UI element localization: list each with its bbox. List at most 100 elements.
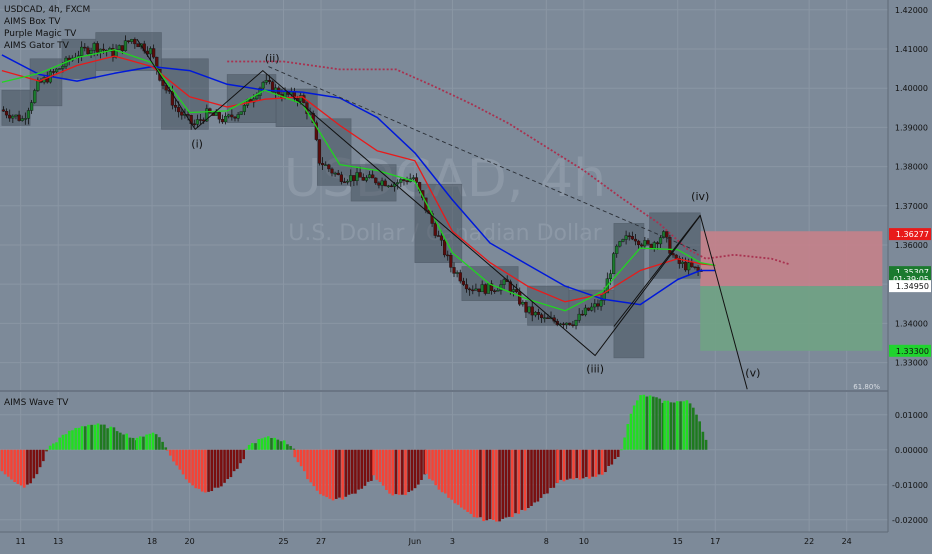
wave-histogram-bar-88 (273, 437, 276, 450)
indicator-aims-wave[interactable]: AIMS Wave TV (4, 398, 69, 408)
wave-histogram-bar-214 (666, 400, 670, 450)
wave-histogram-bar-50 (154, 434, 158, 450)
wave-histogram-bar-138 (428, 449, 431, 479)
wave-histogram-bar-198 (616, 449, 620, 457)
wave-histogram-bar-11 (35, 449, 39, 475)
candle-body-109 (342, 181, 347, 183)
candle-body-200 (627, 235, 631, 237)
candle-body-201 (630, 236, 634, 240)
candle-body-217 (680, 261, 685, 264)
wave-histogram-bar-215 (669, 402, 673, 450)
candle-body-152 (477, 288, 481, 293)
wave-histogram-bar-158 (491, 449, 495, 520)
wave-histogram-bar-130 (404, 449, 407, 496)
wave-histogram-bar-101 (312, 449, 316, 487)
wave-histogram-bar-167 (520, 449, 524, 510)
time-axis[interactable]: 11 13 18 20 25 27 Jun 3 8 10 15 17 22 24 (0, 531, 888, 546)
price-tag-bg-0 (889, 228, 931, 241)
wave-histogram-bar-75 (232, 449, 236, 472)
wave-histogram-bar-120 (372, 449, 375, 476)
candle-body-189 (593, 303, 597, 308)
wave-histogram-bar-125 (388, 449, 391, 494)
candle-body-148 (464, 284, 469, 290)
wave-histogram-bar-7 (22, 449, 26, 488)
candle-body-150 (471, 289, 475, 292)
candle-body-180 (565, 322, 569, 325)
wave-histogram-bar-87 (270, 438, 273, 450)
wave-histogram-bar-144 (447, 449, 450, 498)
wave-histogram-bar-197 (613, 449, 617, 460)
candle-body-173 (543, 317, 547, 319)
wave-histogram-bar-134 (416, 449, 420, 485)
candle-body-69 (217, 112, 221, 120)
wave-histogram-bar-118 (366, 449, 370, 482)
wave-histogram-bar-114 (354, 449, 357, 494)
time-tick-label-11: 17 (710, 537, 720, 546)
wave-histogram-bar-141 (437, 449, 441, 490)
candle-body-61 (192, 123, 196, 125)
wave-histogram-bar-95 (293, 449, 297, 458)
wave-histogram-bar-19 (58, 437, 62, 450)
wave-histogram-bar-103 (318, 449, 322, 495)
wave-histogram-bar-195 (607, 449, 610, 466)
candle-body-182 (571, 324, 575, 326)
wave-histogram-bar-194 (604, 449, 607, 473)
wave-histogram-bar-68 (210, 449, 214, 492)
wave-histogram-bar-82 (254, 443, 257, 450)
wave-histogram-bar-205 (639, 395, 642, 450)
risk-zones-layer (700, 231, 883, 351)
wave-histogram-bar-148 (459, 449, 463, 508)
wave-histogram-bar-208 (648, 395, 652, 450)
purple-magic-line (227, 60, 791, 266)
wave-histogram-bar-17 (52, 443, 55, 450)
candle-body-156 (489, 283, 494, 291)
wave-histogram-bar-6 (19, 449, 23, 486)
wave-histogram-bar-177 (552, 449, 556, 488)
candle-body-11 (36, 79, 40, 91)
wave-histogram-bar-218 (679, 401, 682, 450)
candle-body-19 (61, 66, 65, 69)
wave-histogram-bar-53 (164, 447, 168, 450)
price-tick-label-2: 1.40000 (895, 84, 928, 93)
price-tag-label-2: 01:39:05 (893, 275, 929, 284)
wave-histogram-bar-46 (142, 436, 145, 450)
candle-body-165 (518, 291, 522, 305)
symbol-title[interactable]: USDCAD, 4h, FXCM (4, 5, 90, 15)
price-tick-label-5: 1.37000 (895, 202, 928, 211)
candle-body-218 (683, 261, 688, 271)
wave-histogram-bar-13 (42, 449, 45, 462)
wave-histogram-bar-153 (475, 449, 479, 518)
candle-body-194 (608, 273, 613, 279)
candle-body-146 (458, 272, 462, 282)
time-tick-label-0: 11 (16, 537, 26, 546)
candle-body-222 (696, 267, 700, 271)
panel-divider[interactable] (0, 390, 932, 392)
candle-body-1 (4, 111, 9, 116)
candle-body-16 (51, 71, 56, 73)
candle-body-102 (320, 163, 325, 166)
wave-histogram-bar-41 (128, 437, 132, 450)
price-tag-label-1: 1.35307 (896, 268, 929, 277)
indicator-purple-magic[interactable]: Purple Magic TV (4, 29, 77, 39)
wave-label-0: (i) (191, 137, 203, 150)
indicator-aims-box[interactable]: AIMS Box TV (4, 17, 61, 27)
candle-body-85 (267, 80, 272, 82)
wave-histogram-bar-119 (370, 449, 373, 481)
price-tick-label-3: 1.39000 (895, 123, 928, 132)
wave-label-4: (v) (745, 367, 760, 380)
candle-body-140 (439, 235, 444, 241)
candle-body-36 (114, 49, 118, 58)
candle-body-164 (514, 289, 519, 292)
wave-histogram-bar-77 (239, 449, 242, 464)
wave-histogram-bar-179 (556, 449, 559, 483)
wave-histogram-bar-76 (236, 449, 239, 469)
indicator-aims-gator[interactable]: AIMS Gator TV (4, 41, 70, 51)
wave-histogram-bar-8 (26, 449, 29, 485)
wave-histogram-bar-199 (620, 449, 623, 451)
candle-body-208 (652, 242, 656, 249)
candle-body-166 (521, 302, 525, 305)
candle-body-185 (580, 313, 584, 316)
wave-histogram-bar-29 (90, 424, 93, 450)
